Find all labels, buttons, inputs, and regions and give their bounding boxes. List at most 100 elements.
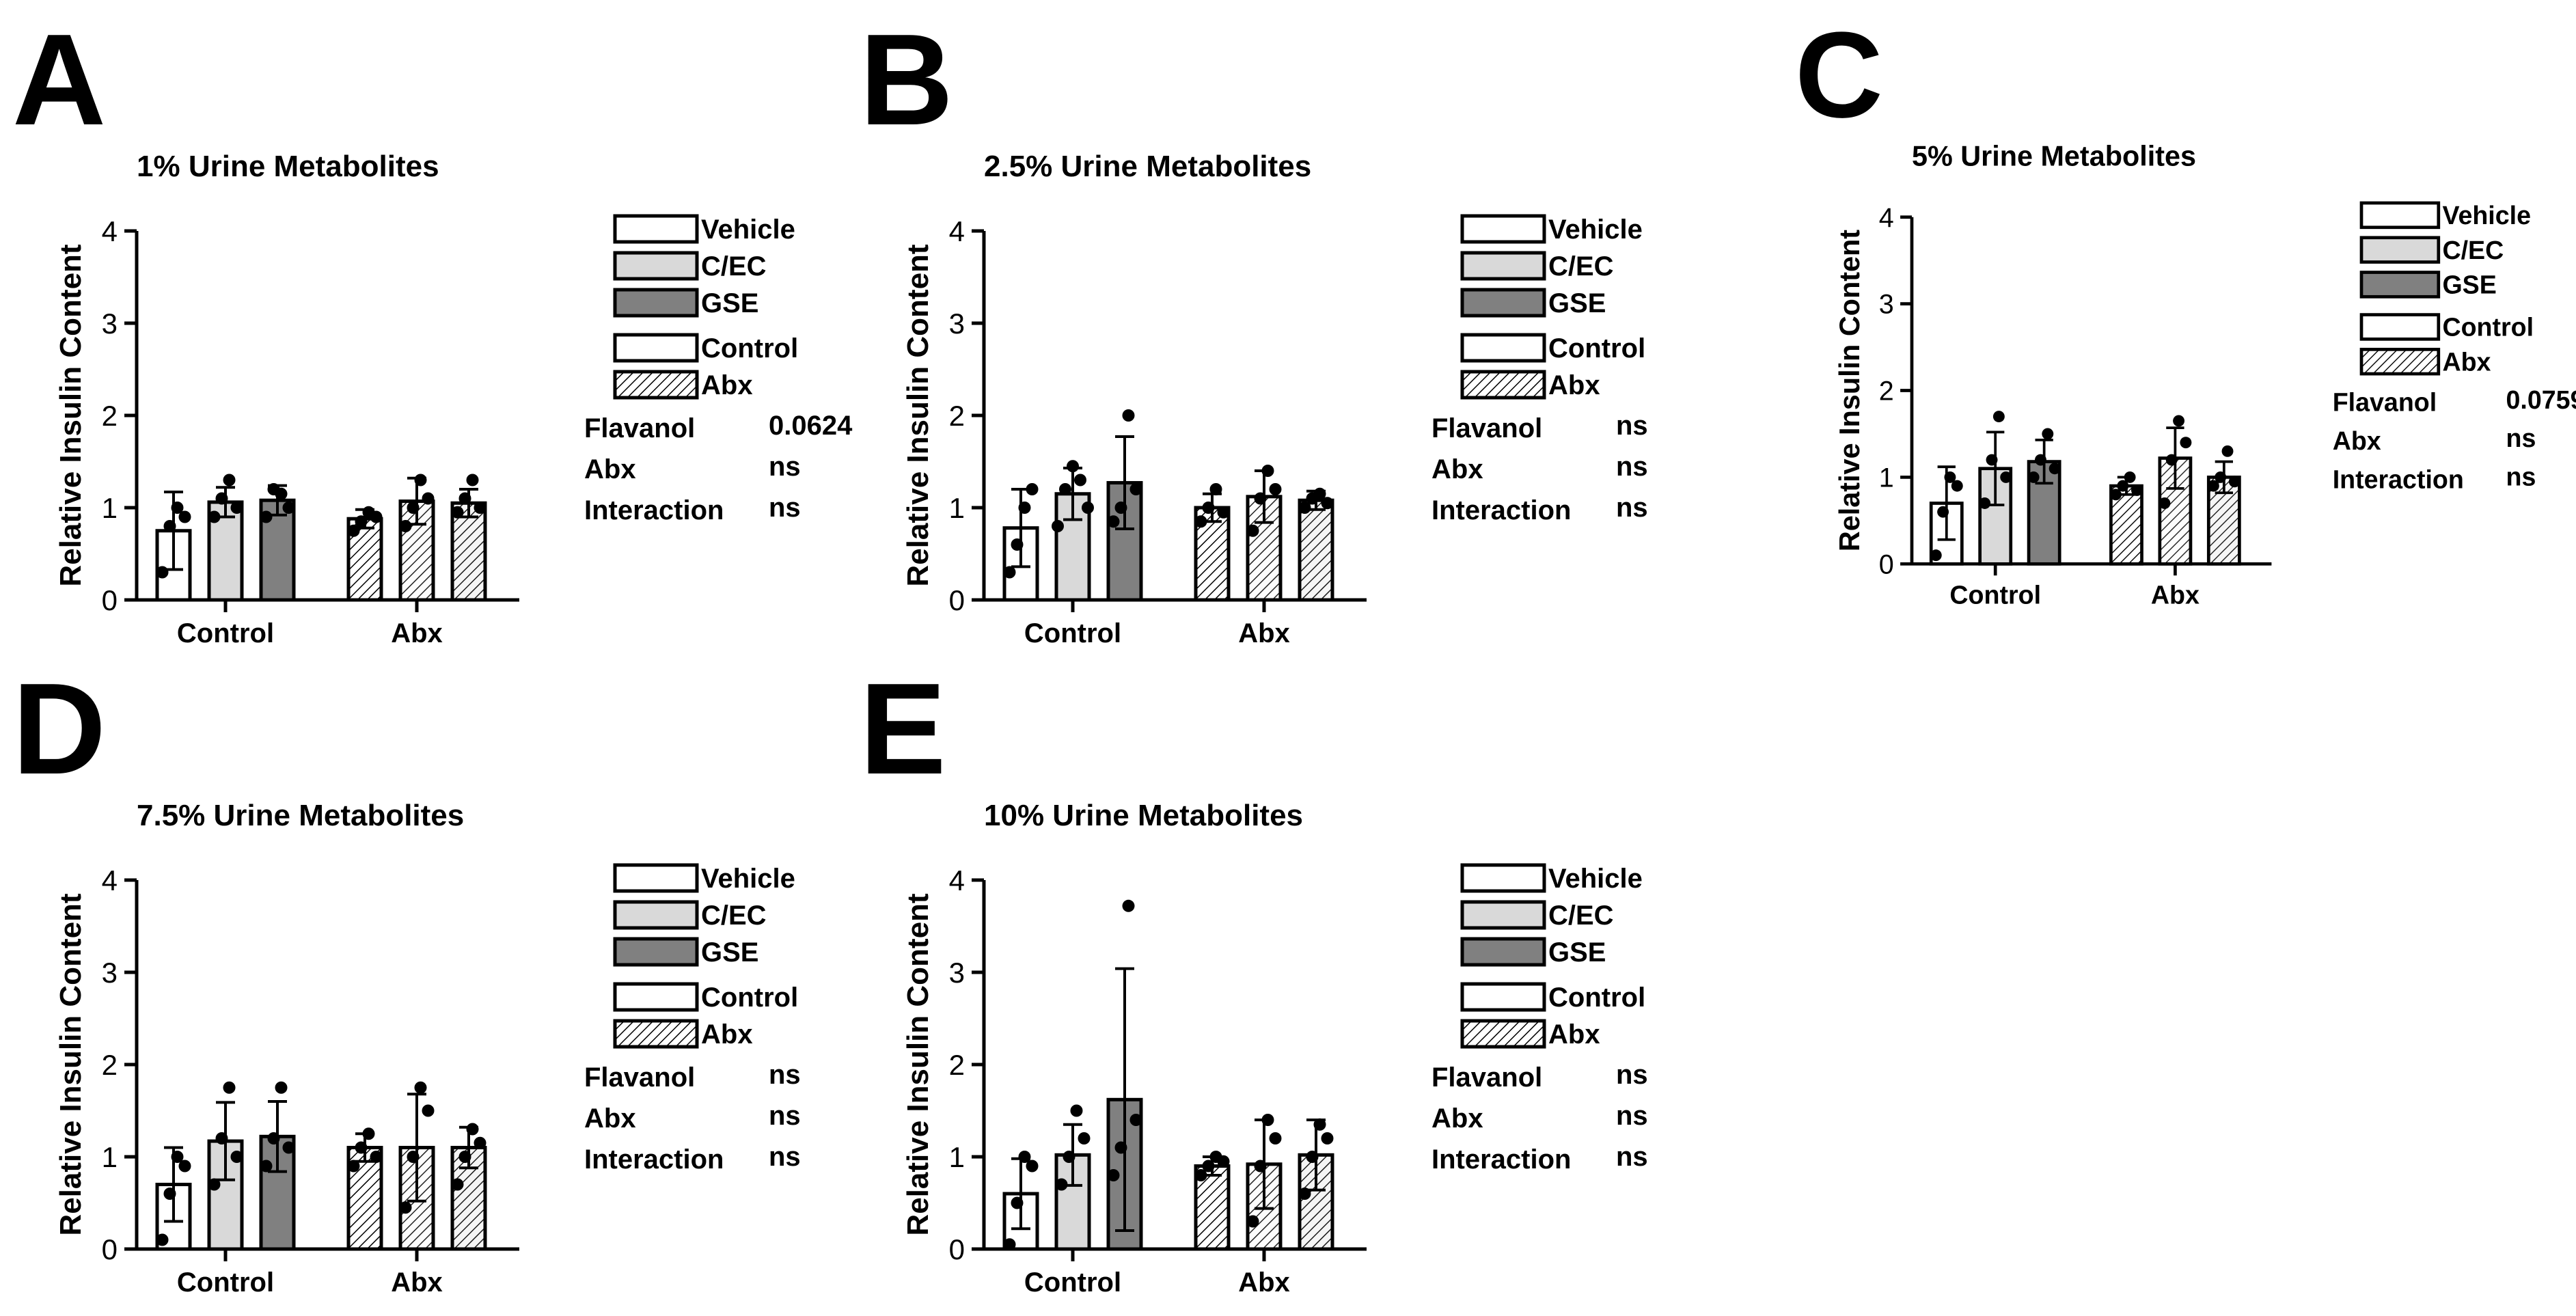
stat-value: ns <box>769 493 801 523</box>
data-point <box>1254 1160 1267 1173</box>
stat-value: ns <box>1616 493 1648 523</box>
data-point <box>1082 502 1094 514</box>
data-point <box>230 1151 243 1163</box>
data-point <box>163 520 176 532</box>
data-point <box>414 474 427 486</box>
legend-swatch <box>613 333 699 363</box>
data-point <box>2124 471 2136 483</box>
data-point <box>282 502 295 514</box>
bar <box>1298 498 1334 602</box>
y-tick-label: 1 <box>949 1141 965 1173</box>
panel-letter: B <box>860 8 953 152</box>
stat-label: Flavanol <box>584 1063 695 1093</box>
data-point <box>2180 437 2192 449</box>
data-point <box>474 502 487 514</box>
data-point <box>2159 497 2171 509</box>
data-point <box>2049 463 2061 475</box>
legend-swatch <box>1460 982 1546 1012</box>
x-tick-label: Abx <box>1238 618 1290 648</box>
stat-label: Flavanol <box>1431 413 1542 443</box>
data-point <box>458 1151 471 1163</box>
data-point <box>2215 471 2227 483</box>
stat-label: Flavanol <box>584 413 695 443</box>
data-point <box>370 510 383 523</box>
x-tick-label: Control <box>177 1267 274 1298</box>
y-axis-label: Relative Insulin Content <box>901 244 935 587</box>
legend-swatch <box>1460 251 1546 281</box>
data-point <box>275 1081 288 1094</box>
data-point <box>347 1160 360 1173</box>
data-point <box>1114 502 1127 514</box>
y-tick-label: 2 <box>102 1049 118 1081</box>
data-point <box>1246 524 1259 537</box>
data-point <box>451 506 464 519</box>
stat-label: Abx <box>584 1103 636 1134</box>
data-point <box>156 1233 169 1246</box>
legend-label: Control <box>701 333 798 364</box>
data-point <box>275 487 288 500</box>
stat-label: Flavanol <box>2333 388 2437 417</box>
y-axis-label: Relative Insulin Content <box>901 893 935 1236</box>
panel-A: A 1% Urine Metabolites Relative Insulin Co… <box>12 8 853 648</box>
data-point <box>422 492 435 505</box>
data-point <box>163 1188 176 1200</box>
data-point <box>370 1151 383 1163</box>
data-point <box>1129 483 1142 495</box>
data-point <box>1992 411 2005 423</box>
data-point <box>2109 489 2122 501</box>
x-tick-label: Control <box>177 618 274 648</box>
panel-letter: E <box>860 657 946 801</box>
legend-swatch <box>613 1019 699 1049</box>
data-point <box>1122 899 1135 912</box>
legend-swatch <box>613 863 699 893</box>
data-point <box>1246 1215 1259 1228</box>
data-point <box>223 474 236 486</box>
legend-swatch <box>613 370 699 400</box>
legend-label: Control <box>1548 333 1645 364</box>
legend-label: Control <box>1548 983 1645 1013</box>
legend-label: Abx <box>1548 1019 1600 1050</box>
legend-label: Vehicle <box>1548 864 1643 894</box>
stat-value: ns <box>769 1060 801 1090</box>
data-point <box>208 510 221 523</box>
data-point <box>414 1081 427 1094</box>
legend-label: C/EC <box>2442 236 2504 264</box>
y-tick-label: 2 <box>102 400 118 432</box>
y-tick-label: 0 <box>949 1233 965 1265</box>
legend-label: Control <box>701 983 798 1013</box>
data-point <box>1930 549 1942 562</box>
stat-value: ns <box>2506 424 2536 452</box>
data-point <box>2035 454 2046 466</box>
data-point <box>362 1127 375 1140</box>
legend-label: GSE <box>1548 288 1606 318</box>
stat-value: 0.0759 <box>2506 385 2576 414</box>
data-point <box>223 1081 236 1094</box>
y-tick-label: 1 <box>102 492 118 524</box>
panel-E: E 10% Urine Metabolites Relative Insulin C… <box>860 657 1648 1298</box>
data-point <box>347 524 360 537</box>
y-tick-label: 4 <box>949 215 965 247</box>
legend-label: C/EC <box>701 251 767 282</box>
data-point <box>2117 480 2129 492</box>
data-point <box>407 1151 420 1163</box>
data-point <box>1217 506 1230 519</box>
data-point <box>260 1160 273 1173</box>
data-point <box>260 510 273 523</box>
y-tick-label: 0 <box>1879 549 1894 579</box>
x-tick-label: Abx <box>391 618 443 648</box>
data-point <box>208 1178 221 1191</box>
x-tick-label: Abx <box>1238 1267 1290 1298</box>
data-point <box>474 1136 487 1149</box>
data-point <box>1003 1238 1016 1251</box>
data-point <box>1122 409 1135 422</box>
data-point <box>1202 1160 1215 1173</box>
data-point <box>1018 1151 1031 1163</box>
legend-swatch <box>613 251 699 281</box>
legend-label: Vehicle <box>701 864 795 894</box>
data-point <box>1011 1196 1024 1209</box>
data-point <box>1059 483 1071 495</box>
x-tick-label: Control <box>1024 1267 1121 1298</box>
legend-label: C/EC <box>701 901 767 931</box>
legend-label: Abx <box>1548 370 1600 400</box>
panel-letter: C <box>1795 6 1883 143</box>
